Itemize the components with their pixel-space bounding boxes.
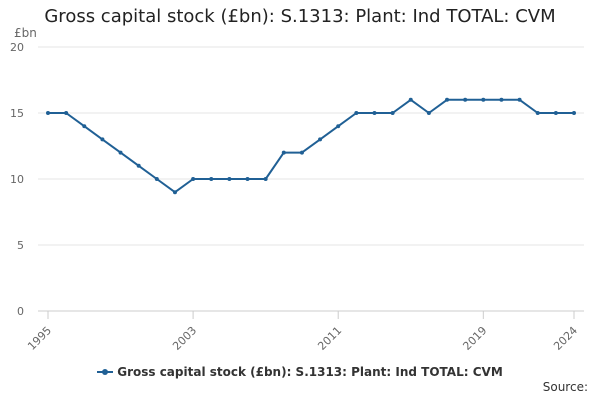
x-axis: 1995 2003 2011 2019 2024 — [25, 311, 580, 353]
data-point[interactable] — [553, 111, 558, 115]
data-point[interactable] — [426, 111, 431, 115]
data-point[interactable] — [572, 111, 576, 115]
data-point[interactable] — [82, 124, 87, 129]
data-point[interactable] — [463, 97, 468, 102]
y-axis: 0 5 10 15 20 — [10, 41, 24, 318]
data-point[interactable] — [318, 137, 323, 142]
data-point[interactable] — [64, 111, 69, 115]
chart-title: Gross capital stock (£bn): S.1313: Plant… — [44, 6, 556, 27]
legend-marker-icon — [102, 368, 109, 375]
data-point[interactable] — [227, 177, 232, 181]
data-point[interactable] — [481, 97, 486, 102]
x-tick-label: 2019 — [460, 324, 489, 353]
y-tick-label: 15 — [10, 107, 24, 120]
x-tick-label: 2011 — [315, 324, 344, 353]
y-axis-unit: £bn — [14, 26, 37, 40]
data-point[interactable] — [535, 111, 540, 115]
data-point[interactable] — [136, 163, 141, 168]
grid — [38, 46, 584, 312]
x-tick-label: 2024 — [551, 324, 580, 353]
data-point[interactable] — [245, 177, 250, 181]
data-point[interactable] — [209, 177, 214, 181]
y-tick-label: 5 — [17, 239, 24, 252]
data-point[interactable] — [100, 137, 105, 142]
series — [46, 97, 576, 195]
data-point[interactable] — [191, 177, 196, 181]
y-tick-label: 10 — [10, 173, 24, 186]
data-point[interactable] — [281, 150, 286, 155]
x-tick-label: 2003 — [170, 324, 199, 353]
y-tick-label: 0 — [17, 305, 24, 318]
legend[interactable]: Gross capital stock (£bn): S.1313: Plant… — [0, 365, 600, 379]
data-point[interactable] — [499, 97, 504, 102]
data-point[interactable] — [517, 97, 522, 102]
data-point[interactable] — [336, 124, 341, 129]
legend-swatch — [97, 368, 114, 375]
data-point[interactable] — [372, 111, 377, 115]
data-point[interactable] — [154, 177, 159, 181]
series-line — [48, 98, 574, 194]
data-point[interactable] — [445, 97, 450, 102]
data-point[interactable] — [263, 177, 268, 181]
legend-label: Gross capital stock (£bn): S.1313: Plant… — [117, 365, 503, 379]
data-point[interactable] — [408, 97, 413, 102]
data-point[interactable] — [354, 111, 359, 115]
y-tick-label: 20 — [10, 41, 24, 54]
data-point[interactable] — [390, 111, 395, 115]
source-label: Source: — [542, 380, 588, 394]
data-point[interactable] — [299, 150, 304, 155]
data-point[interactable] — [118, 150, 123, 155]
x-tick-label: 1995 — [25, 324, 54, 353]
data-point[interactable] — [46, 111, 50, 115]
data-point[interactable] — [172, 190, 177, 195]
